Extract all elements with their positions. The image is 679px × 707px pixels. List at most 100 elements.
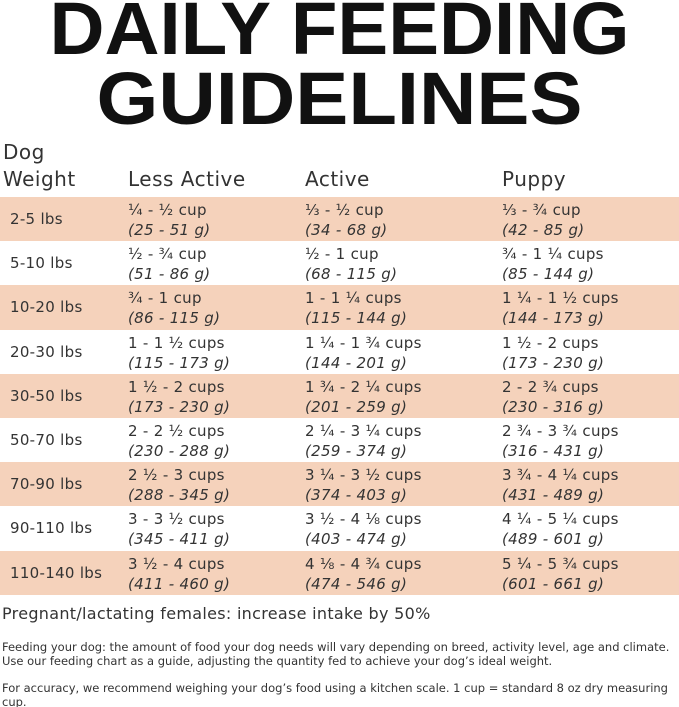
weight-cell: 10-20 lbs xyxy=(10,298,83,317)
amount-cell: 1 - 1 ¼ cups (115 - 144 g) xyxy=(305,288,407,328)
cups: ⅓ - ¾ cup xyxy=(502,201,581,219)
cups: ⅓ - ½ cup xyxy=(305,201,384,219)
grams: (173 - 230 g) xyxy=(128,397,231,416)
cups: 1 ¼ - 1 ¾ cups xyxy=(305,333,422,352)
grams: (411 - 460 g) xyxy=(128,574,231,593)
title-line: DAILY FEEDING xyxy=(50,0,630,70)
amount-cell: 4 ¼ - 5 ¼ cups (489 - 601 g) xyxy=(502,509,619,549)
weight-cell: 110-140 lbs xyxy=(10,563,103,582)
grams: (403 - 474 g) xyxy=(305,530,408,549)
amount-cell: 1 ¼ - 1 ¾ cups (144 - 201 g) xyxy=(305,333,422,373)
weight-cell: 20-30 lbs xyxy=(10,342,83,361)
weight-cell: 70-90 lbs xyxy=(10,475,83,494)
amount-cell: 3 ¼ - 3 ½ cups (374 - 403 g) xyxy=(305,465,422,505)
cups: 1 ¼ - 1 ½ cups xyxy=(502,289,619,308)
amount-cell: 2 ½ - 3 cups (288 - 345 g) xyxy=(128,465,230,505)
grams: (42 - 85 g) xyxy=(502,221,585,239)
grams: (230 - 316 g) xyxy=(502,397,605,416)
cups: 1 ½ - 2 cups xyxy=(502,333,599,352)
cups: 3 ½ - 4 cups xyxy=(128,554,225,573)
grams: (51 - 86 g) xyxy=(128,265,211,284)
grams: (288 - 345 g) xyxy=(128,486,231,505)
amount-cell: 1 ¼ - 1 ½ cups (144 - 173 g) xyxy=(502,288,619,328)
grams: (85 - 144 g) xyxy=(502,265,595,284)
cups: 1 ½ - 2 cups xyxy=(128,377,225,396)
feeding-note: Feeding your dog: the amount of food you… xyxy=(2,640,670,668)
column-header: Puppy xyxy=(502,167,567,191)
grams: (25 - 51 g) xyxy=(128,221,211,239)
table-row: 50-70 lbs 2 - 2 ½ cups (230 - 288 g) 2 ¼ - … xyxy=(0,418,679,463)
cups: 2 - 2 ¾ cups xyxy=(502,377,599,396)
table-row: 30-50 lbs 1 ½ - 2 cups (173 - 230 g) 1 ¾ - … xyxy=(0,373,679,418)
amount-cell: ¼ - ½ cup (25 - 51 g) xyxy=(128,200,210,240)
cups: ½ - ¾ cup xyxy=(128,245,207,264)
amount-cell: 2 ¾ - 3 ¾ cups (316 - 431 g) xyxy=(502,421,619,461)
pregnant-note: Pregnant/lactating females: increase int… xyxy=(2,604,431,623)
table-row: 110-140 lbs 3 ½ - 4 cups (411 - 460 g) 4 ⅛ … xyxy=(0,550,679,595)
amount-cell: 1 ½ - 2 cups (173 - 230 g) xyxy=(502,333,604,373)
amount-cell: ½ - ¾ cup (51 - 86 g) xyxy=(128,244,210,284)
table-row: 10-20 lbs ¾ - 1 cup (86 - 115 g) 1 - 1 ¼ cu… xyxy=(0,285,679,330)
cups: ¾ - 1 cup xyxy=(128,289,202,308)
amount-cell: ½ - 1 cup (68 - 115 g) xyxy=(305,244,397,284)
cups: ½ - 1 cup xyxy=(305,245,379,264)
cups: 2 ¼ - 3 ¼ cups xyxy=(305,422,422,440)
grams: (144 - 173 g) xyxy=(502,309,605,328)
grams: (115 - 144 g) xyxy=(305,309,408,328)
cups: 2 - 2 ½ cups xyxy=(128,422,225,440)
grams: (201 - 259 g) xyxy=(305,397,408,416)
weight-cell: 30-50 lbs xyxy=(10,386,83,405)
table-row: 70-90 lbs 2 ½ - 3 cups (288 - 345 g) 3 ¼ - … xyxy=(0,462,679,507)
amount-cell: 3 ½ - 4 ⅛ cups (403 - 474 g) xyxy=(305,509,422,549)
cups: 1 ¾ - 2 ¼ cups xyxy=(305,377,422,396)
grams: (316 - 431 g) xyxy=(502,442,605,460)
grams: (431 - 489 g) xyxy=(502,486,605,505)
grams: (34 - 68 g) xyxy=(305,221,388,239)
amount-cell: 4 ⅛ - 4 ¾ cups (474 - 546 g) xyxy=(305,554,422,594)
amount-cell: ¾ - 1 ¼ cups (85 - 144 g) xyxy=(502,244,604,284)
grams: (601 - 661 g) xyxy=(502,574,605,593)
grams: (474 - 546 g) xyxy=(305,574,408,593)
amount-cell: ¾ - 1 cup (86 - 115 g) xyxy=(128,288,220,328)
table-row: 90-110 lbs 3 - 3 ½ cups (345 - 411 g) 3 ½ -… xyxy=(0,506,679,551)
cups: 4 ¼ - 5 ¼ cups xyxy=(502,510,619,529)
column-header: Active xyxy=(305,167,370,191)
amount-cell: 1 - 1 ½ cups (115 - 173 g) xyxy=(128,333,230,373)
grams: (374 - 403 g) xyxy=(305,486,408,505)
cups: 5 ¼ - 5 ¾ cups xyxy=(502,554,619,573)
column-header: Weight xyxy=(3,167,76,191)
weight-cell: 5-10 lbs xyxy=(10,254,73,273)
accuracy-note: For accuracy, we recommend weighing your… xyxy=(2,681,668,707)
table-row: 2-5 lbs ¼ - ½ cup (25 - 51 g) ⅓ - ½ cup (34 … xyxy=(0,197,679,242)
title: DAILY FEEDING GUIDELINES xyxy=(50,0,630,130)
amount-cell: ⅓ - ¾ cup (42 - 85 g) xyxy=(502,200,584,240)
weight-cell: 50-70 lbs xyxy=(10,431,83,449)
grams: (230 - 288 g) xyxy=(128,442,231,460)
grams: (259 - 374 g) xyxy=(305,442,408,460)
amount-cell: 1 ¾ - 2 ¼ cups (201 - 259 g) xyxy=(305,377,422,417)
cups: 3 ¾ - 4 ¼ cups xyxy=(502,466,619,485)
amount-cell: 2 - 2 ¾ cups (230 - 316 g) xyxy=(502,377,604,417)
amount-cell: 2 ¼ - 3 ¼ cups (259 - 374 g) xyxy=(305,421,422,461)
title-line: GUIDELINES xyxy=(97,57,583,130)
amount-cell: ⅓ - ½ cup (34 - 68 g) xyxy=(305,200,387,240)
grams: (345 - 411 g) xyxy=(128,530,231,549)
cups: ¾ - 1 ¼ cups xyxy=(502,245,604,264)
column-header: Dog xyxy=(3,140,45,164)
grams: (489 - 601 g) xyxy=(502,530,605,549)
amount-cell: 2 - 2 ½ cups (230 - 288 g) xyxy=(128,421,230,461)
grams: (68 - 115 g) xyxy=(305,265,398,284)
weight-cell: 90-110 lbs xyxy=(10,519,93,538)
table-row: 5-10 lbs ½ - ¾ cup (51 - 86 g) ½ - 1 cup (68… xyxy=(0,241,679,286)
grams: (86 - 115 g) xyxy=(128,309,221,328)
amount-cell: 3 - 3 ½ cups (345 - 411 g) xyxy=(128,509,230,549)
table-row: 20-30 lbs 1 - 1 ½ cups (115 - 173 g) 1 ¼ - … xyxy=(0,329,679,374)
column-header: Less Active xyxy=(128,167,246,191)
cups: 4 ⅛ - 4 ¾ cups xyxy=(305,554,422,573)
grams: (173 - 230 g) xyxy=(502,353,605,372)
amount-cell: 1 ½ - 2 cups (173 - 230 g) xyxy=(128,377,230,417)
grams: (144 - 201 g) xyxy=(305,353,408,372)
amount-cell: 3 ½ - 4 cups (411 - 460 g) xyxy=(128,554,230,594)
cups: 1 - 1 ½ cups xyxy=(128,333,225,352)
